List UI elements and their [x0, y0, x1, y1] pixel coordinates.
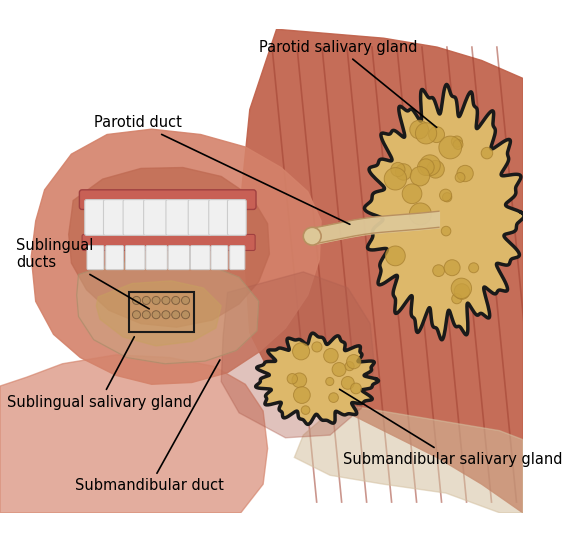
FancyBboxPatch shape [188, 199, 212, 235]
Polygon shape [364, 85, 524, 340]
Circle shape [384, 167, 407, 190]
Circle shape [410, 120, 428, 139]
FancyBboxPatch shape [211, 246, 228, 270]
Circle shape [428, 127, 445, 143]
Circle shape [454, 284, 470, 299]
Circle shape [455, 172, 465, 182]
Circle shape [451, 278, 472, 299]
Text: Sublingual salivary gland: Sublingual salivary gland [7, 337, 192, 410]
Polygon shape [31, 129, 321, 384]
Circle shape [451, 136, 462, 147]
FancyBboxPatch shape [168, 246, 189, 270]
Circle shape [427, 160, 444, 178]
Circle shape [326, 377, 334, 385]
Circle shape [342, 377, 354, 389]
FancyBboxPatch shape [123, 199, 146, 235]
Circle shape [350, 383, 362, 394]
FancyBboxPatch shape [87, 246, 104, 270]
Circle shape [420, 155, 440, 176]
FancyBboxPatch shape [230, 246, 245, 270]
Circle shape [152, 296, 160, 305]
Circle shape [346, 354, 361, 369]
Circle shape [432, 264, 444, 276]
Text: Sublingual
ducts: Sublingual ducts [16, 238, 149, 309]
Circle shape [182, 296, 189, 305]
Circle shape [410, 203, 431, 225]
FancyBboxPatch shape [85, 199, 105, 235]
Text: Parotid duct: Parotid duct [94, 115, 350, 224]
Circle shape [417, 159, 434, 176]
FancyBboxPatch shape [227, 199, 246, 235]
Circle shape [444, 260, 460, 276]
FancyBboxPatch shape [79, 190, 256, 209]
Circle shape [396, 164, 412, 180]
Circle shape [292, 373, 306, 388]
Circle shape [312, 342, 322, 352]
Circle shape [287, 373, 298, 384]
FancyBboxPatch shape [125, 246, 145, 270]
Circle shape [132, 296, 141, 305]
FancyBboxPatch shape [146, 246, 167, 270]
FancyBboxPatch shape [190, 246, 210, 270]
Circle shape [402, 184, 422, 204]
Circle shape [182, 311, 189, 319]
Circle shape [162, 296, 170, 305]
Circle shape [292, 343, 309, 360]
Circle shape [469, 263, 479, 273]
Circle shape [162, 311, 170, 319]
Circle shape [172, 311, 180, 319]
Circle shape [481, 147, 493, 159]
Circle shape [301, 406, 310, 415]
FancyBboxPatch shape [105, 246, 124, 270]
Circle shape [453, 140, 463, 150]
Polygon shape [0, 355, 268, 513]
Polygon shape [69, 167, 270, 327]
FancyBboxPatch shape [144, 199, 169, 235]
Polygon shape [222, 272, 374, 438]
Circle shape [332, 363, 346, 377]
Circle shape [172, 296, 180, 305]
FancyBboxPatch shape [209, 199, 229, 235]
Circle shape [440, 189, 452, 201]
FancyBboxPatch shape [166, 199, 191, 235]
Circle shape [457, 165, 473, 182]
Circle shape [386, 246, 406, 266]
Text: Submandibular duct: Submandibular duct [76, 360, 224, 493]
Circle shape [410, 166, 430, 186]
Polygon shape [96, 281, 222, 346]
Circle shape [142, 311, 150, 319]
Circle shape [304, 227, 321, 245]
Circle shape [441, 227, 451, 236]
Circle shape [152, 311, 160, 319]
Text: Parotid salivary gland: Parotid salivary gland [258, 40, 437, 127]
Circle shape [132, 311, 141, 319]
Circle shape [415, 122, 437, 144]
Circle shape [323, 349, 338, 363]
Polygon shape [241, 29, 523, 513]
Circle shape [439, 136, 462, 159]
Text: Submandibular salivary gland: Submandibular salivary gland [339, 389, 563, 467]
Bar [130, 292, 193, 332]
Circle shape [442, 192, 452, 202]
Circle shape [329, 393, 338, 403]
Circle shape [294, 386, 310, 403]
Circle shape [391, 163, 405, 177]
FancyBboxPatch shape [82, 235, 255, 250]
Circle shape [452, 294, 462, 304]
Polygon shape [294, 404, 523, 513]
Polygon shape [255, 333, 379, 424]
Circle shape [142, 296, 150, 305]
Polygon shape [77, 260, 258, 364]
Circle shape [345, 362, 354, 371]
FancyBboxPatch shape [104, 199, 125, 235]
